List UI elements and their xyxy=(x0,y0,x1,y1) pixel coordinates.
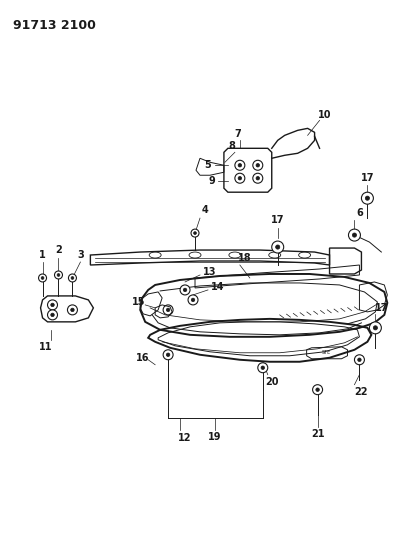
Text: 9: 9 xyxy=(209,176,215,186)
Circle shape xyxy=(349,229,361,241)
Circle shape xyxy=(67,305,78,315)
Circle shape xyxy=(163,350,173,360)
Text: 5: 5 xyxy=(205,160,211,170)
Circle shape xyxy=(256,176,259,180)
Circle shape xyxy=(51,313,54,317)
Circle shape xyxy=(373,326,377,330)
Text: 91713 2100: 91713 2100 xyxy=(13,19,96,31)
Circle shape xyxy=(312,385,322,394)
Text: 16: 16 xyxy=(135,353,149,363)
Text: 20: 20 xyxy=(265,377,279,387)
Text: 6: 6 xyxy=(356,208,363,218)
Text: 12: 12 xyxy=(178,433,192,442)
Text: 8: 8 xyxy=(228,141,235,151)
Text: 14: 14 xyxy=(211,282,225,292)
Circle shape xyxy=(355,355,365,365)
Circle shape xyxy=(68,274,76,282)
Circle shape xyxy=(352,233,357,237)
Text: 17: 17 xyxy=(271,215,285,225)
Circle shape xyxy=(57,273,60,277)
Text: 18: 18 xyxy=(238,253,252,263)
Circle shape xyxy=(55,271,62,279)
Text: 3: 3 xyxy=(77,250,84,260)
Text: 11: 11 xyxy=(39,342,52,352)
Circle shape xyxy=(235,160,245,170)
Text: 4: 4 xyxy=(202,205,209,215)
Text: 7: 7 xyxy=(234,130,241,139)
Circle shape xyxy=(258,363,268,373)
Circle shape xyxy=(188,295,198,305)
Text: 17: 17 xyxy=(361,173,374,183)
Circle shape xyxy=(71,308,74,312)
Text: STE: STE xyxy=(322,350,331,356)
Circle shape xyxy=(272,241,284,253)
Circle shape xyxy=(166,308,170,312)
Circle shape xyxy=(365,196,369,200)
Circle shape xyxy=(191,229,199,237)
Text: 19: 19 xyxy=(208,432,222,441)
Circle shape xyxy=(71,277,74,279)
Circle shape xyxy=(253,173,263,183)
Circle shape xyxy=(238,176,242,180)
Circle shape xyxy=(183,288,187,292)
Circle shape xyxy=(235,173,245,183)
Circle shape xyxy=(316,388,319,391)
Circle shape xyxy=(163,305,173,315)
Text: 13: 13 xyxy=(203,267,217,277)
Circle shape xyxy=(358,358,361,361)
Text: 17: 17 xyxy=(375,303,388,313)
Circle shape xyxy=(253,160,263,170)
Circle shape xyxy=(193,232,196,235)
Circle shape xyxy=(47,300,57,310)
Circle shape xyxy=(276,245,280,249)
Circle shape xyxy=(39,274,47,282)
Text: 22: 22 xyxy=(355,386,368,397)
Text: 10: 10 xyxy=(318,110,331,120)
Circle shape xyxy=(166,353,170,357)
Circle shape xyxy=(361,192,373,204)
Circle shape xyxy=(256,164,259,167)
Circle shape xyxy=(47,310,57,320)
Text: 15: 15 xyxy=(131,297,145,307)
Circle shape xyxy=(51,303,54,306)
Circle shape xyxy=(41,277,44,279)
Circle shape xyxy=(191,298,195,302)
Circle shape xyxy=(369,322,381,334)
Text: 2: 2 xyxy=(55,245,62,255)
Circle shape xyxy=(180,285,190,295)
Circle shape xyxy=(238,164,242,167)
Text: 21: 21 xyxy=(311,429,324,439)
Text: 1: 1 xyxy=(39,250,46,260)
Circle shape xyxy=(261,366,265,369)
